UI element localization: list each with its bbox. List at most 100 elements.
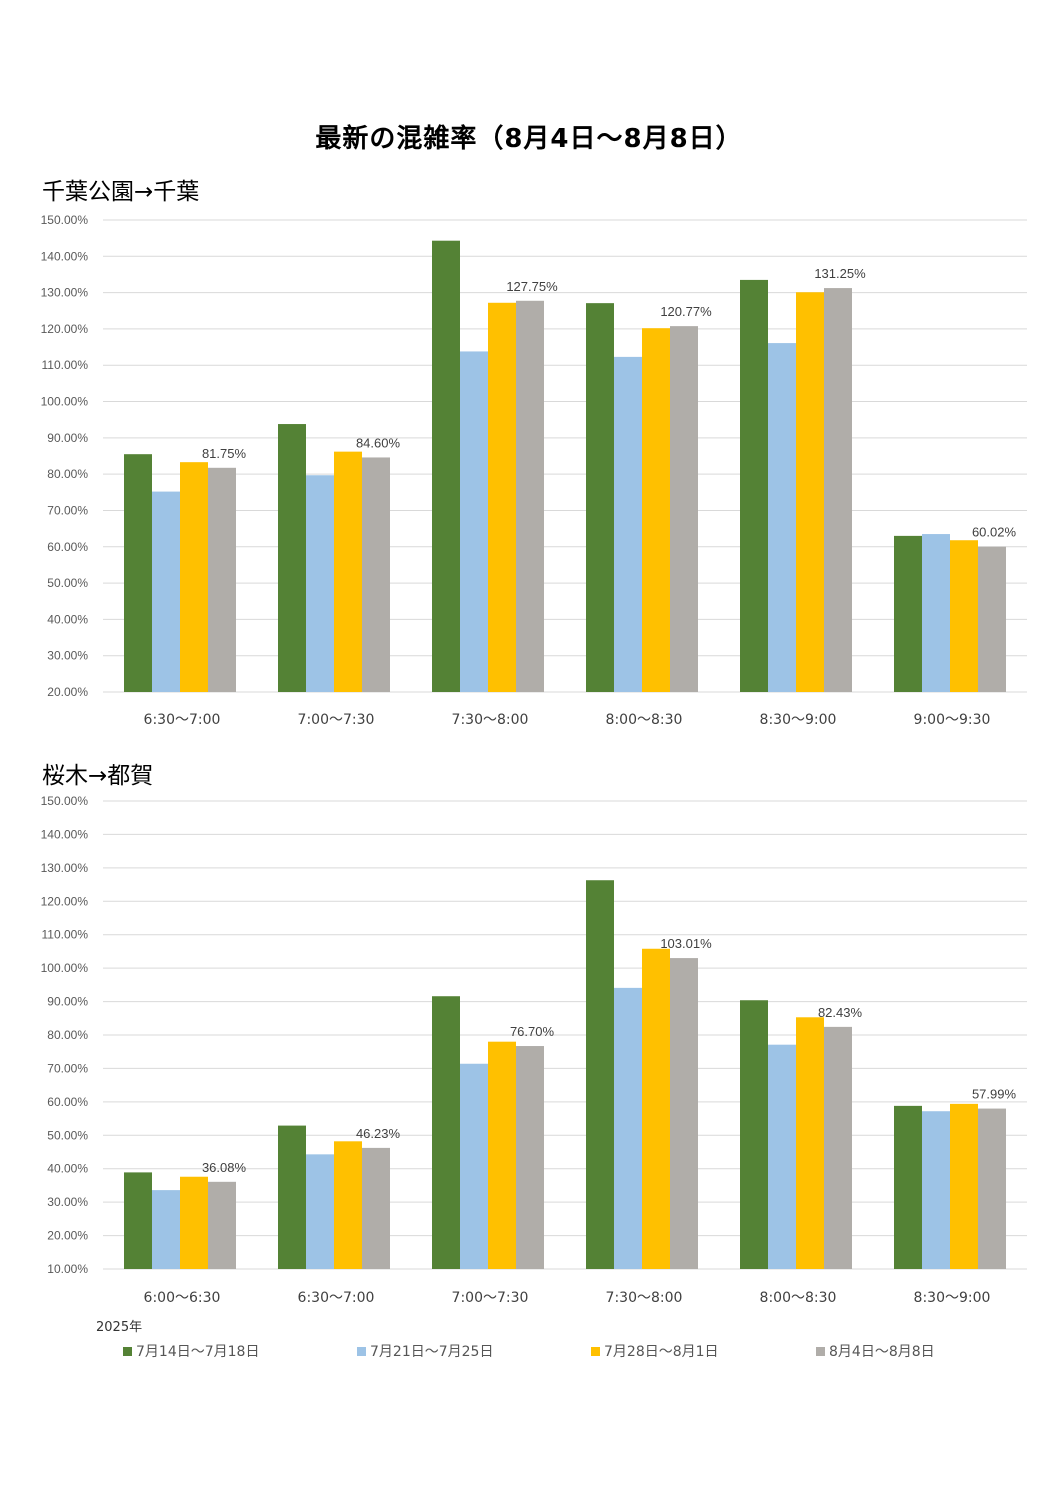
category-label: 7:30～8:00 xyxy=(606,1290,683,1306)
category-label: 6:30～7:00 xyxy=(144,712,221,728)
y-tick-label: 40.00% xyxy=(47,612,88,626)
bar xyxy=(362,1147,390,1269)
category-label: 8:00～8:30 xyxy=(606,712,683,728)
data-label: 131.25% xyxy=(814,266,866,281)
bar xyxy=(460,351,488,692)
data-label: 46.23% xyxy=(356,1126,401,1141)
bar xyxy=(670,326,698,692)
bar xyxy=(516,1046,544,1269)
chart-sakuragi-to-tsuga: 10.00% 20.00% 30.00% 40.00% 50.00% 60.00% 70.0… xyxy=(41,794,1027,1306)
bar xyxy=(894,1105,922,1269)
legend-label-1: 7月21日～7月25日 xyxy=(370,1344,494,1360)
bar xyxy=(824,1026,852,1269)
bar xyxy=(978,546,1006,692)
category-label: 9:00～9:30 xyxy=(914,712,991,728)
category-label: 8:00～8:30 xyxy=(760,1290,837,1306)
chart1-title: 千葉公園→千葉 xyxy=(42,179,200,205)
bar xyxy=(488,1041,516,1269)
chart-chiba-koen-to-chiba: 20.00% 30.00% 40.00% 50.00% 60.00% 70.00% 80.0… xyxy=(41,213,1027,728)
bar xyxy=(796,1017,824,1269)
legend-label-2: 7月28日～8月1日 xyxy=(604,1344,719,1360)
bar xyxy=(670,958,698,1269)
y-tick-label: 80.00% xyxy=(47,1028,88,1042)
y-tick-label: 90.00% xyxy=(47,431,88,445)
legend-swatch-0 xyxy=(123,1347,132,1356)
bar xyxy=(586,303,614,692)
y-tick-label: 50.00% xyxy=(47,576,88,590)
y-tick-label: 80.00% xyxy=(47,467,88,481)
category-label: 7:00～7:30 xyxy=(452,1290,529,1306)
bar xyxy=(614,356,642,692)
category-label: 8:30～9:00 xyxy=(760,712,837,728)
data-label: 36.08% xyxy=(202,1160,247,1175)
bar xyxy=(334,1141,362,1269)
legend-label-0: 7月14日～7月18日 xyxy=(136,1344,260,1360)
category-label: 6:30～7:00 xyxy=(298,1290,375,1306)
y-tick-label: 10.00% xyxy=(47,1262,88,1276)
bar xyxy=(824,288,852,692)
bar xyxy=(922,1111,950,1269)
y-tick-label: 110.00% xyxy=(42,358,89,372)
data-label: 103.01% xyxy=(660,936,712,951)
y-tick-label: 110.00% xyxy=(42,928,89,942)
legend-item-3: 8月4日～8月8日 xyxy=(816,1341,935,1361)
data-label: 120.77% xyxy=(660,304,712,319)
bar xyxy=(208,1181,236,1269)
y-tick-label: 50.00% xyxy=(47,1128,88,1142)
y-tick-label: 100.00% xyxy=(41,961,89,975)
bar xyxy=(124,1172,152,1269)
bar xyxy=(334,451,362,692)
bar xyxy=(922,534,950,692)
y-tick-label: 20.00% xyxy=(47,1229,88,1243)
bar xyxy=(950,1103,978,1269)
bar xyxy=(740,1000,768,1269)
bar xyxy=(586,880,614,1269)
chart2-title: 桜木→都賀 xyxy=(42,763,154,789)
bar xyxy=(460,1063,488,1269)
category-label: 6:00～6:30 xyxy=(144,1290,221,1306)
data-label: 57.99% xyxy=(972,1087,1017,1102)
bar xyxy=(362,457,390,692)
legend-item-2: 7月28日～8月1日 xyxy=(591,1341,719,1361)
bar xyxy=(894,535,922,692)
y-tick-label: 60.00% xyxy=(47,1095,88,1109)
bar xyxy=(306,475,334,692)
bar xyxy=(740,279,768,692)
bar xyxy=(152,1190,180,1269)
y-tick-label: 40.00% xyxy=(47,1162,88,1176)
y-tick-label: 70.00% xyxy=(47,1061,88,1075)
bar xyxy=(432,996,460,1269)
data-label: 127.75% xyxy=(506,279,558,294)
bar xyxy=(208,467,236,692)
y-tick-label: 70.00% xyxy=(47,503,88,517)
y-tick-label: 150.00% xyxy=(41,213,89,227)
bar xyxy=(180,462,208,692)
y-tick-label: 130.00% xyxy=(41,286,89,300)
data-label: 60.02% xyxy=(972,525,1017,540)
data-label: 84.60% xyxy=(356,435,401,450)
bar xyxy=(432,240,460,693)
bar xyxy=(306,1154,334,1269)
y-tick-label: 120.00% xyxy=(41,894,89,908)
bar xyxy=(642,948,670,1269)
y-tick-label: 30.00% xyxy=(47,649,88,663)
bar xyxy=(978,1108,1006,1269)
legend-label-3: 8月4日～8月8日 xyxy=(829,1344,935,1360)
data-label: 82.43% xyxy=(818,1005,863,1020)
bar xyxy=(488,302,516,692)
bar xyxy=(796,292,824,692)
bar xyxy=(642,328,670,692)
bar xyxy=(278,1125,306,1269)
legend: 7月14日～7月18日 7月21日～7月25日 7月28日～8月1日 8月4日～… xyxy=(0,1341,1058,1361)
bar xyxy=(124,454,152,692)
category-label: 8:30～9:00 xyxy=(914,1290,991,1306)
bar xyxy=(278,424,306,692)
bar xyxy=(950,540,978,692)
legend-swatch-3 xyxy=(816,1347,825,1356)
category-label: 7:30～8:00 xyxy=(452,712,529,728)
data-label: 76.70% xyxy=(510,1024,555,1039)
y-tick-label: 120.00% xyxy=(41,322,89,336)
y-tick-label: 30.00% xyxy=(47,1195,88,1209)
year-label: 2025年 xyxy=(96,1320,143,1335)
y-tick-label: 130.00% xyxy=(41,861,89,875)
